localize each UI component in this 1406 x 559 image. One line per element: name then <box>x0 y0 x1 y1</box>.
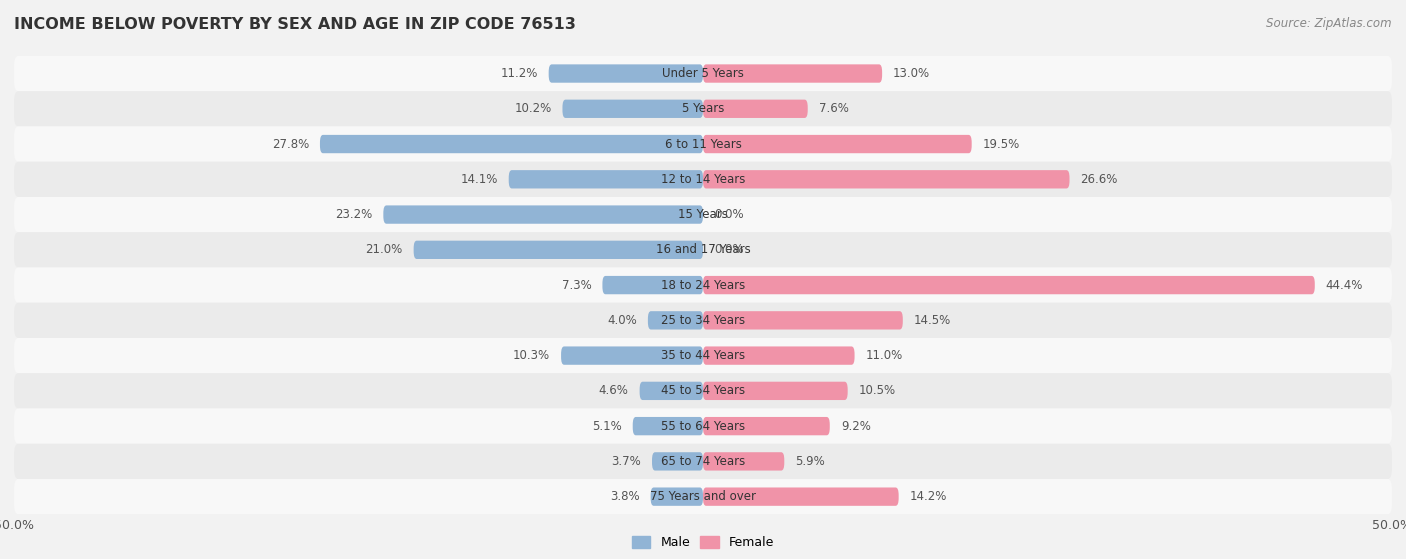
FancyBboxPatch shape <box>703 276 1315 294</box>
FancyBboxPatch shape <box>14 409 1392 444</box>
Text: 18 to 24 Years: 18 to 24 Years <box>661 278 745 292</box>
FancyBboxPatch shape <box>14 303 1392 338</box>
Text: 10.3%: 10.3% <box>513 349 550 362</box>
Text: 44.4%: 44.4% <box>1326 278 1364 292</box>
Text: 14.5%: 14.5% <box>914 314 950 327</box>
FancyBboxPatch shape <box>384 205 703 224</box>
FancyBboxPatch shape <box>548 64 703 83</box>
Text: 27.8%: 27.8% <box>271 138 309 150</box>
FancyBboxPatch shape <box>14 197 1392 232</box>
Text: 15 Years: 15 Years <box>678 208 728 221</box>
FancyBboxPatch shape <box>14 373 1392 409</box>
FancyBboxPatch shape <box>633 417 703 435</box>
Text: 5 Years: 5 Years <box>682 102 724 115</box>
FancyBboxPatch shape <box>14 162 1392 197</box>
Legend: Male, Female: Male, Female <box>631 536 775 549</box>
FancyBboxPatch shape <box>561 347 703 365</box>
FancyBboxPatch shape <box>703 382 848 400</box>
FancyBboxPatch shape <box>14 267 1392 303</box>
FancyBboxPatch shape <box>14 91 1392 126</box>
FancyBboxPatch shape <box>562 100 703 118</box>
Text: 65 to 74 Years: 65 to 74 Years <box>661 455 745 468</box>
FancyBboxPatch shape <box>703 100 807 118</box>
FancyBboxPatch shape <box>651 487 703 506</box>
Text: INCOME BELOW POVERTY BY SEX AND AGE IN ZIP CODE 76513: INCOME BELOW POVERTY BY SEX AND AGE IN Z… <box>14 17 576 32</box>
Text: 16 and 17 Years: 16 and 17 Years <box>655 243 751 257</box>
FancyBboxPatch shape <box>703 64 882 83</box>
Text: 0.0%: 0.0% <box>714 208 744 221</box>
Text: 35 to 44 Years: 35 to 44 Years <box>661 349 745 362</box>
Text: 19.5%: 19.5% <box>983 138 1019 150</box>
Text: 0.0%: 0.0% <box>714 243 744 257</box>
Text: 25 to 34 Years: 25 to 34 Years <box>661 314 745 327</box>
FancyBboxPatch shape <box>703 452 785 471</box>
FancyBboxPatch shape <box>652 452 703 471</box>
FancyBboxPatch shape <box>14 444 1392 479</box>
FancyBboxPatch shape <box>509 170 703 188</box>
Text: 4.0%: 4.0% <box>607 314 637 327</box>
FancyBboxPatch shape <box>14 126 1392 162</box>
Text: 5.1%: 5.1% <box>592 420 621 433</box>
Text: 6 to 11 Years: 6 to 11 Years <box>665 138 741 150</box>
Text: Under 5 Years: Under 5 Years <box>662 67 744 80</box>
FancyBboxPatch shape <box>703 417 830 435</box>
Text: 11.2%: 11.2% <box>501 67 537 80</box>
Text: 7.3%: 7.3% <box>561 278 592 292</box>
FancyBboxPatch shape <box>14 232 1392 267</box>
FancyBboxPatch shape <box>703 347 855 365</box>
Text: 10.5%: 10.5% <box>859 385 896 397</box>
FancyBboxPatch shape <box>703 135 972 153</box>
Text: 12 to 14 Years: 12 to 14 Years <box>661 173 745 186</box>
FancyBboxPatch shape <box>14 479 1392 514</box>
Text: 5.9%: 5.9% <box>796 455 825 468</box>
Text: 13.0%: 13.0% <box>893 67 931 80</box>
FancyBboxPatch shape <box>703 311 903 329</box>
Text: 21.0%: 21.0% <box>366 243 402 257</box>
FancyBboxPatch shape <box>14 56 1392 91</box>
FancyBboxPatch shape <box>703 170 1070 188</box>
Text: 55 to 64 Years: 55 to 64 Years <box>661 420 745 433</box>
Text: Source: ZipAtlas.com: Source: ZipAtlas.com <box>1267 17 1392 30</box>
Text: 23.2%: 23.2% <box>335 208 373 221</box>
FancyBboxPatch shape <box>703 487 898 506</box>
Text: 26.6%: 26.6% <box>1081 173 1118 186</box>
FancyBboxPatch shape <box>14 338 1392 373</box>
Text: 75 Years and over: 75 Years and over <box>650 490 756 503</box>
Text: 10.2%: 10.2% <box>515 102 551 115</box>
Text: 14.2%: 14.2% <box>910 490 948 503</box>
Text: 45 to 54 Years: 45 to 54 Years <box>661 385 745 397</box>
Text: 14.1%: 14.1% <box>460 173 498 186</box>
FancyBboxPatch shape <box>413 241 703 259</box>
Text: 4.6%: 4.6% <box>599 385 628 397</box>
Text: 3.8%: 3.8% <box>610 490 640 503</box>
FancyBboxPatch shape <box>602 276 703 294</box>
FancyBboxPatch shape <box>321 135 703 153</box>
FancyBboxPatch shape <box>648 311 703 329</box>
Text: 3.7%: 3.7% <box>612 455 641 468</box>
Text: 11.0%: 11.0% <box>866 349 903 362</box>
Text: 7.6%: 7.6% <box>818 102 849 115</box>
FancyBboxPatch shape <box>640 382 703 400</box>
Text: 9.2%: 9.2% <box>841 420 870 433</box>
